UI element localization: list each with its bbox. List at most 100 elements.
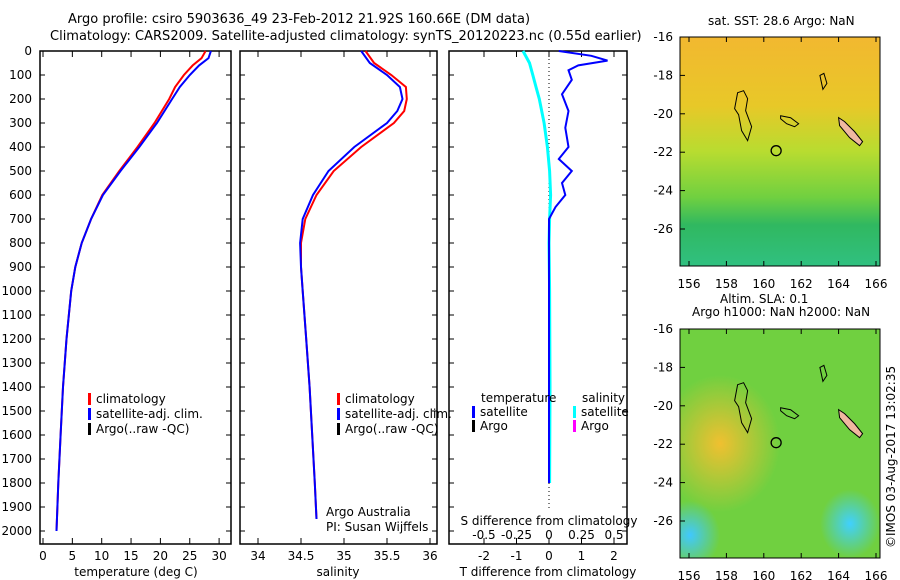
s-tick-label: -0.25 [501, 528, 532, 542]
lon-tick-label: 162 [790, 277, 813, 291]
lat-tick-label: -18 [653, 68, 673, 82]
x-tick-label: 0 [39, 549, 47, 563]
title-line2: Climatology: CARS2009. Satellite-adjuste… [50, 29, 642, 44]
depth-tick-label: 1200 [1, 332, 32, 346]
legend-satellite-swatch [88, 408, 91, 420]
x-tick-label: 36 [422, 549, 437, 563]
legend-t-argo-label: Argo [480, 419, 508, 433]
legend-climatology-label: climatology [96, 392, 166, 406]
depth-tick-label: 500 [9, 164, 32, 178]
s-tick-label: -0.5 [472, 528, 495, 542]
temp-climatology-line [55, 50, 207, 532]
tdiff-satellite-line [548, 50, 608, 483]
lat-tick-label: -20 [653, 107, 673, 121]
depth-tick-label: 1900 [1, 500, 32, 514]
island-new-caledonia [837, 116, 864, 147]
reef-outline [734, 382, 753, 434]
annotation-line2: PI: Susan Wijffels [326, 520, 428, 534]
sst-argo-location-marker [770, 145, 782, 157]
legend-satellite-swatch [337, 408, 340, 420]
depth-tick-label: 900 [9, 260, 32, 274]
legend-climatology-swatch [337, 393, 340, 405]
legend-s-satellite-label: satellite [581, 405, 629, 419]
reef-outline [819, 364, 828, 383]
x-tick-label: 0 [545, 549, 553, 563]
depth-tick-label: 800 [9, 236, 32, 250]
lat-tick-label: -22 [653, 437, 673, 451]
lon-tick-label: 160 [752, 569, 775, 580]
legend-argo-label: Argo(..raw -QC) [345, 422, 438, 436]
x-tick-label: -2 [478, 549, 490, 563]
depth-tick-label: 1700 [1, 452, 32, 466]
sla-map-title2: Argo h1000: NaN h2000: NaN [692, 305, 871, 319]
legend-climatology-swatch [88, 393, 91, 405]
s-axis-label: S difference from climatology [461, 514, 638, 528]
depth-tick-label: 1600 [1, 428, 32, 442]
depth-tick-label: 1800 [1, 476, 32, 490]
x-tick-label: 35 [336, 549, 351, 563]
depth-tick-label: 2000 [1, 524, 32, 538]
x-tick-label: 2 [610, 549, 618, 563]
x-tick-label: 5 [69, 549, 77, 563]
reef-outline [780, 407, 800, 420]
lon-tick-label: 158 [715, 277, 738, 291]
depth-tick-label: 200 [9, 92, 32, 106]
x-tick-label: 15 [123, 549, 138, 563]
lat-tick-label: -22 [653, 145, 673, 159]
x-tick-label: 34 [250, 549, 265, 563]
legend-s-argo-swatch [573, 420, 576, 432]
reef-outline [780, 115, 800, 128]
reef-outline [819, 72, 828, 91]
legend-satellite-label: satellite-adj. clim. [96, 407, 203, 421]
lat-tick-label: -26 [653, 514, 673, 528]
lat-tick-label: -26 [653, 222, 673, 236]
sla-anomaly-low-left [680, 329, 880, 558]
legend-t-satellite-label: satellite [480, 405, 528, 419]
x-tick-label: 10 [94, 549, 109, 563]
lat-tick-label: -18 [653, 360, 673, 374]
lon-tick-label: 156 [678, 277, 701, 291]
temp-satellite-line [55, 50, 212, 532]
x-tick-label: 30 [211, 549, 226, 563]
sst-map [680, 37, 880, 266]
reef-outline [734, 90, 753, 142]
lon-tick-label: 164 [827, 569, 850, 580]
legend-argo-swatch [88, 423, 91, 435]
depth-tick-label: 1100 [1, 308, 32, 322]
panel-frame-1 [39, 50, 232, 545]
footer-timestamp: ©IMOS 03-Aug-2017 13:02:35 [884, 365, 898, 548]
x-tick-label: 20 [153, 549, 168, 563]
depth-tick-label: 300 [9, 116, 32, 130]
lon-tick-label: 158 [715, 569, 738, 580]
s-tick-label: 0.25 [568, 528, 595, 542]
sal-satellite-line [299, 50, 404, 520]
s-tick-label: 0 [545, 528, 553, 542]
s-tick-label: 0.5 [604, 528, 623, 542]
depth-tick-label: 0 [24, 44, 32, 58]
lon-tick-label: 156 [678, 569, 701, 580]
sst-map-title: sat. SST: 28.6 Argo: NaN [708, 14, 855, 28]
legend-t-argo-swatch [472, 420, 475, 432]
lon-tick-label: 166 [865, 277, 888, 291]
x-tick-label: 1 [578, 549, 586, 563]
x-tick-label: 34.5 [288, 549, 315, 563]
x-tick-label: 35.5 [374, 549, 401, 563]
legend-argo-swatch [337, 423, 340, 435]
x-tick-label: 25 [182, 549, 197, 563]
lon-tick-label: 162 [790, 569, 813, 580]
sla-argo-location-marker [770, 437, 782, 449]
legend-s-argo-label: Argo [581, 419, 609, 433]
depth-tick-label: 1400 [1, 380, 32, 394]
legend-temperature-header: temperature [481, 391, 556, 405]
island-new-caledonia [837, 408, 864, 439]
legend-climatology-label: climatology [345, 392, 415, 406]
depth-tick-label: 1500 [1, 404, 32, 418]
annotation-line1: Argo Australia [326, 505, 411, 519]
title-line1: Argo profile: csiro 5903636_49 23-Feb-20… [68, 12, 531, 27]
lat-tick-label: -16 [653, 322, 673, 336]
legend-salinity-header: salinity [582, 391, 625, 405]
depth-tick-label: 400 [9, 140, 32, 154]
legend-argo-label: Argo(..raw -QC) [96, 422, 189, 436]
